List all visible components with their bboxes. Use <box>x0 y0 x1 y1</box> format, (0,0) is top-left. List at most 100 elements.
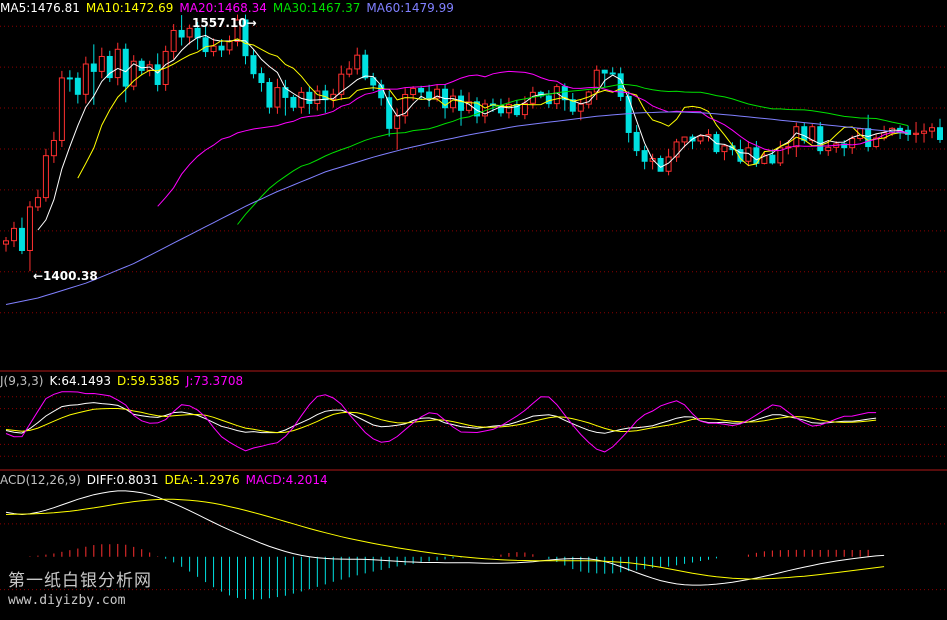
legend-price-item-4: MA60:1479.99 <box>366 1 454 15</box>
macd-pane <box>5 490 885 600</box>
price-pane <box>3 14 943 305</box>
candle-body <box>921 130 928 134</box>
candle-body <box>505 104 512 114</box>
candle-body <box>322 90 329 101</box>
legend-price-item-2: MA20:1468.34 <box>179 1 267 15</box>
candle-body <box>258 73 265 84</box>
candle-body <box>242 19 249 57</box>
legend-kdj-item-0: J(9,3,3) <box>0 374 44 388</box>
high-annotation: 1557.10→ <box>192 16 257 30</box>
candle-body <box>721 145 728 153</box>
macd-line-dea <box>5 498 885 580</box>
candle-body <box>354 54 361 70</box>
candle-body <box>250 55 257 75</box>
candle-body <box>90 63 97 72</box>
candle-body <box>601 69 608 74</box>
legend-price-item-0: MA5:1476.81 <box>0 1 80 15</box>
candle-body <box>633 131 640 152</box>
kdj-pane <box>5 391 877 453</box>
candle-body <box>673 141 680 158</box>
candle-body <box>346 68 353 75</box>
candle-body <box>82 63 89 95</box>
candle-body <box>745 147 752 162</box>
candle-body <box>801 126 808 141</box>
ma-line-ma60 <box>5 111 909 305</box>
candle-body <box>569 99 576 112</box>
legend-kdj-item-2: D:59.5385 <box>116 374 180 388</box>
candle-body <box>170 29 177 52</box>
legend-kdj-item-1: K:64.1493 <box>49 374 111 388</box>
candle-body <box>777 147 784 164</box>
candle-body <box>873 137 880 148</box>
candle-body <box>34 197 41 208</box>
candle-body <box>434 88 441 99</box>
candle-body <box>609 72 616 75</box>
watermark-url: www.diyizby.com <box>8 593 126 608</box>
candle-body <box>218 45 225 51</box>
candle-body <box>314 90 321 104</box>
candle-body <box>865 128 872 148</box>
candle-body <box>10 227 17 242</box>
candle-body <box>362 54 369 79</box>
candle-body <box>521 102 528 116</box>
candle-body <box>42 155 49 199</box>
candle-body <box>154 64 161 85</box>
kdj-legend: J(9,3,3) K:64.1493 D:59.5385 J:73.3708 <box>0 374 249 388</box>
candle-body <box>809 126 816 141</box>
candle-body <box>202 37 209 53</box>
legend-macd-item-1: DIFF:0.8031 <box>86 473 159 487</box>
candle-body <box>50 139 57 157</box>
candle-body <box>825 146 832 152</box>
candle-body <box>929 127 936 132</box>
price-legend: MA5:1476.81 MA10:1472.69 MA20:1468.34 MA30:… <box>0 1 460 15</box>
candle-body <box>402 93 409 117</box>
candle-body <box>266 82 273 108</box>
candle-body <box>370 77 377 86</box>
candle-body <box>681 136 688 143</box>
ma-line-ma20 <box>157 70 909 207</box>
candle-body <box>625 95 632 133</box>
candle-body <box>210 45 217 53</box>
candle-body <box>66 77 73 80</box>
candle-body <box>937 127 943 140</box>
candle-body <box>386 97 393 129</box>
legend-macd-item-2: DEA:-1.2976 <box>164 473 240 487</box>
candle-body <box>3 240 9 245</box>
candle-body <box>234 19 241 42</box>
candle-body <box>378 84 385 99</box>
candle-body <box>410 87 417 95</box>
legend-kdj-item-3: J:73.3708 <box>185 374 244 388</box>
kdj-line-k <box>5 402 877 434</box>
candle-body <box>18 227 25 251</box>
candle-body <box>418 87 425 93</box>
ma-line-ma30 <box>237 83 909 225</box>
candle-body <box>553 86 560 105</box>
macd-legend: ACD(12,26,9) DIFF:0.8031 DEA:-1.2976 MACD:4… <box>0 473 334 487</box>
low-annotation: ←1400.38 <box>33 269 98 283</box>
candle-body <box>122 48 129 87</box>
watermark-title: 第一纸白银分析网 <box>8 571 152 591</box>
candle-body <box>338 73 345 95</box>
candle-body <box>186 27 193 38</box>
macd-line-diff <box>5 490 885 586</box>
candle-body <box>290 96 297 108</box>
candle-body <box>458 95 465 111</box>
candle-body <box>913 132 920 135</box>
candle-body <box>106 55 113 79</box>
candle-body <box>306 91 313 104</box>
candle-body <box>138 60 145 71</box>
candle-body <box>641 150 648 162</box>
ma-line-ma10 <box>77 38 909 179</box>
candle-body <box>761 154 768 164</box>
candle-body <box>577 103 584 112</box>
legend-price-item-1: MA10:1472.69 <box>85 1 174 15</box>
candle-body <box>58 77 65 141</box>
watermark: 第一纸白银分析网 www.diyizby.com <box>8 566 152 608</box>
ma-line-ma5 <box>37 34 909 231</box>
grid-lines <box>0 25 947 591</box>
candle-body <box>130 60 137 87</box>
candle-body <box>298 91 305 108</box>
candle-body <box>114 48 121 79</box>
candle-body <box>426 91 433 99</box>
